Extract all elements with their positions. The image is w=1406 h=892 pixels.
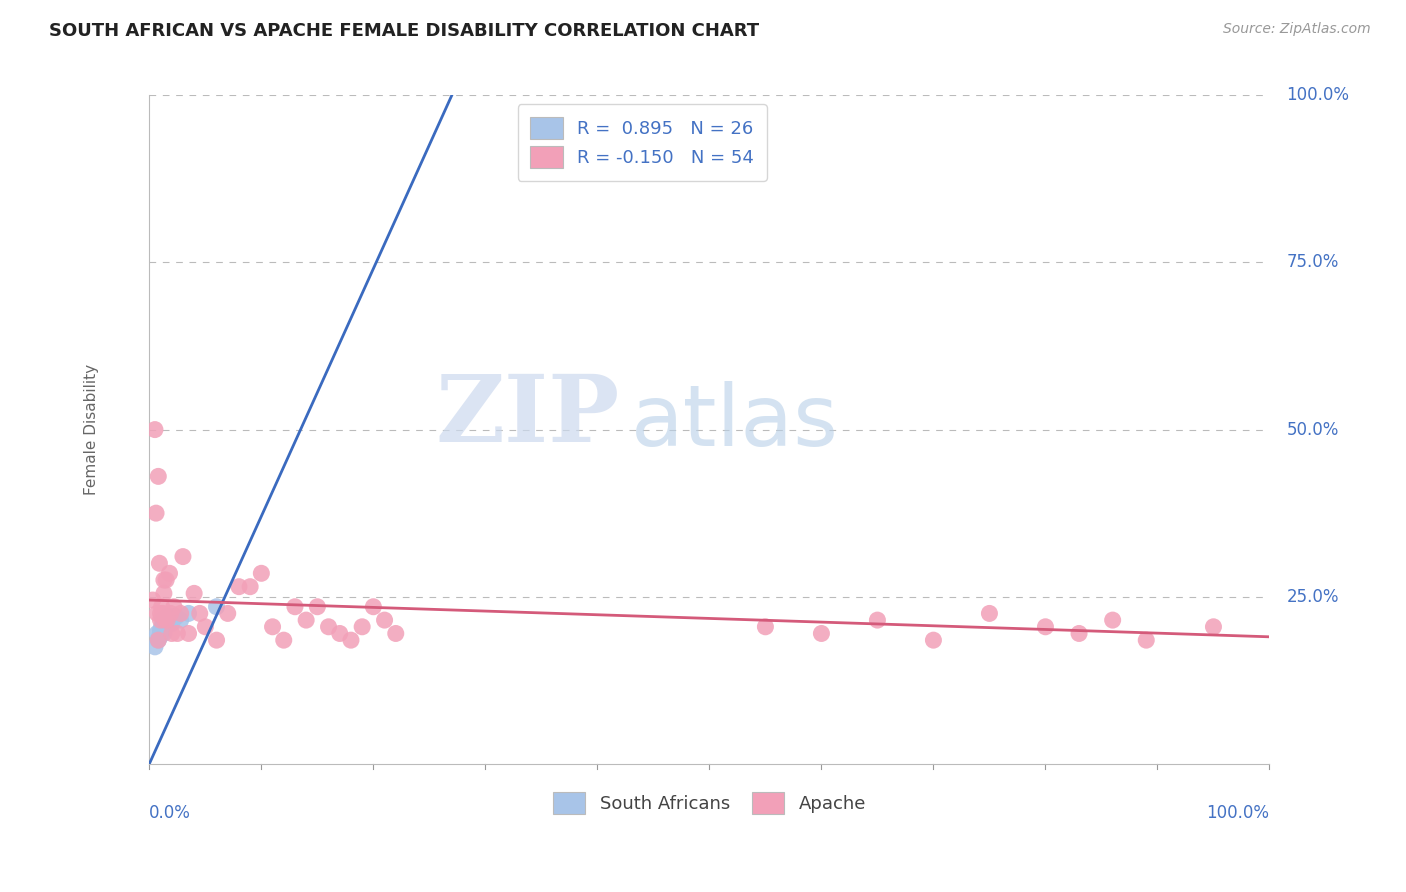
Point xyxy=(262,620,284,634)
Point xyxy=(250,566,273,581)
Point xyxy=(1202,620,1225,634)
Point xyxy=(150,620,173,634)
Point xyxy=(170,607,193,621)
Text: 75.0%: 75.0% xyxy=(1286,253,1339,271)
Point xyxy=(146,626,169,640)
Text: 100.0%: 100.0% xyxy=(1286,87,1350,104)
Point xyxy=(352,620,374,634)
Point xyxy=(153,613,176,627)
Point xyxy=(143,640,166,654)
Point xyxy=(754,620,776,634)
Point xyxy=(1101,613,1123,627)
Point xyxy=(177,626,200,640)
Text: 25.0%: 25.0% xyxy=(1286,588,1339,606)
Point xyxy=(153,573,176,587)
Point xyxy=(143,423,166,437)
Text: 0.0%: 0.0% xyxy=(149,804,191,822)
Point xyxy=(153,616,176,631)
Point xyxy=(194,620,217,634)
Point xyxy=(155,616,177,631)
Point xyxy=(384,626,406,640)
Point xyxy=(307,599,329,614)
Point xyxy=(150,599,173,614)
Point xyxy=(1035,620,1057,634)
Point xyxy=(340,633,363,648)
Point xyxy=(228,580,250,594)
Point xyxy=(183,586,205,600)
Point xyxy=(149,623,172,637)
Point xyxy=(295,613,318,627)
Point xyxy=(150,626,173,640)
Point xyxy=(149,626,172,640)
Legend: South Africans, Apache: South Africans, Apache xyxy=(546,785,873,822)
Text: 100.0%: 100.0% xyxy=(1206,804,1270,822)
Point xyxy=(363,599,385,614)
Text: Source: ZipAtlas.com: Source: ZipAtlas.com xyxy=(1223,22,1371,37)
Point xyxy=(148,633,170,648)
Point xyxy=(866,613,889,627)
Point xyxy=(145,506,167,520)
Point xyxy=(318,620,340,634)
Point xyxy=(329,626,352,640)
Point xyxy=(156,609,179,624)
Point xyxy=(153,620,176,634)
Point xyxy=(166,626,188,640)
Point xyxy=(205,599,228,614)
Point xyxy=(188,607,211,621)
Point xyxy=(172,549,194,564)
Point xyxy=(155,573,177,587)
Text: atlas: atlas xyxy=(631,382,839,465)
Point xyxy=(157,613,180,627)
Point xyxy=(217,607,239,621)
Point xyxy=(155,613,177,627)
Point xyxy=(148,633,170,648)
Point xyxy=(273,633,295,648)
Point xyxy=(810,626,832,640)
Point xyxy=(152,613,174,627)
Point xyxy=(146,607,169,621)
Point xyxy=(205,633,228,648)
Text: ZIP: ZIP xyxy=(436,371,620,461)
Point xyxy=(177,607,200,621)
Point xyxy=(284,599,307,614)
Point xyxy=(170,613,193,627)
Point xyxy=(165,609,187,624)
Point xyxy=(148,630,170,644)
Text: Female Disability: Female Disability xyxy=(84,364,98,495)
Point xyxy=(156,613,179,627)
Point xyxy=(163,609,186,624)
Point xyxy=(148,556,170,570)
Point xyxy=(152,623,174,637)
Point xyxy=(153,586,176,600)
Point xyxy=(979,607,1001,621)
Point xyxy=(149,607,172,621)
Point xyxy=(153,613,176,627)
Point xyxy=(159,566,181,581)
Point xyxy=(152,607,174,621)
Point xyxy=(374,613,396,627)
Text: 50.0%: 50.0% xyxy=(1286,421,1339,439)
Point xyxy=(239,580,262,594)
Point xyxy=(1067,626,1090,640)
Point xyxy=(922,633,945,648)
Point xyxy=(159,609,181,624)
Point xyxy=(148,469,170,483)
Point xyxy=(153,626,176,640)
Point xyxy=(163,599,186,614)
Point xyxy=(159,613,181,627)
Point xyxy=(149,613,172,627)
Point xyxy=(1135,633,1157,648)
Point xyxy=(160,616,183,631)
Point xyxy=(160,626,183,640)
Point xyxy=(159,607,181,621)
Point xyxy=(142,593,165,607)
Text: SOUTH AFRICAN VS APACHE FEMALE DISABILITY CORRELATION CHART: SOUTH AFRICAN VS APACHE FEMALE DISABILIT… xyxy=(49,22,759,40)
